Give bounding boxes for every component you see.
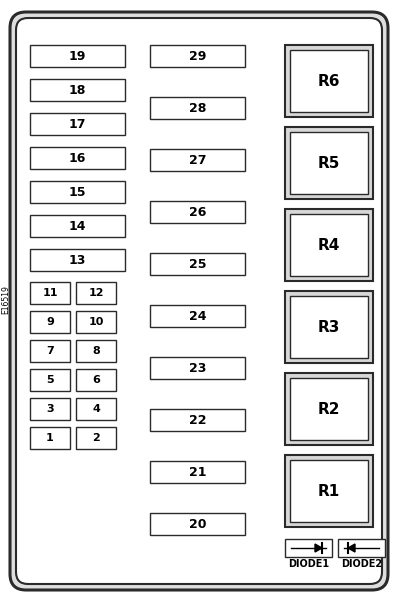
Text: 5: 5 xyxy=(46,375,54,385)
Text: 2: 2 xyxy=(92,433,100,443)
Text: 25: 25 xyxy=(189,257,206,271)
Text: R2: R2 xyxy=(318,401,340,416)
Text: DIODE2: DIODE2 xyxy=(341,559,382,569)
Bar xyxy=(30,340,70,362)
Bar xyxy=(30,398,70,420)
Text: 8: 8 xyxy=(92,346,100,356)
Text: 24: 24 xyxy=(189,310,206,323)
Bar xyxy=(285,209,373,281)
Text: R4: R4 xyxy=(318,238,340,253)
Text: 1: 1 xyxy=(46,433,54,443)
Text: DIODE1: DIODE1 xyxy=(288,559,329,569)
Bar xyxy=(76,340,116,362)
Text: 4: 4 xyxy=(92,404,100,414)
Bar xyxy=(76,427,116,449)
Text: 18: 18 xyxy=(69,83,86,97)
Bar xyxy=(150,149,245,171)
Polygon shape xyxy=(315,544,322,552)
Text: 15: 15 xyxy=(69,185,86,199)
Text: 28: 28 xyxy=(189,101,206,115)
Text: E16519: E16519 xyxy=(2,286,10,314)
Bar xyxy=(290,460,368,522)
Text: R5: R5 xyxy=(318,155,340,170)
Text: 14: 14 xyxy=(69,220,86,232)
Bar xyxy=(290,378,368,440)
Text: 29: 29 xyxy=(189,49,206,62)
Text: 27: 27 xyxy=(189,154,206,166)
Bar xyxy=(290,132,368,194)
Bar xyxy=(285,45,373,117)
Bar xyxy=(76,398,116,420)
Text: R6: R6 xyxy=(318,73,340,88)
Text: 10: 10 xyxy=(88,317,104,327)
Bar xyxy=(285,455,373,527)
Bar xyxy=(150,45,245,67)
Text: 12: 12 xyxy=(88,288,104,298)
Bar xyxy=(30,45,125,67)
Polygon shape xyxy=(348,544,355,552)
Text: 21: 21 xyxy=(189,466,206,479)
Bar xyxy=(150,253,245,275)
Bar xyxy=(30,147,125,169)
Bar xyxy=(285,291,373,363)
Bar xyxy=(150,97,245,119)
Bar xyxy=(30,79,125,101)
Bar xyxy=(30,249,125,271)
Text: 13: 13 xyxy=(69,253,86,266)
Text: 26: 26 xyxy=(189,205,206,218)
Text: 17: 17 xyxy=(69,118,86,130)
Text: 23: 23 xyxy=(189,361,206,374)
Bar xyxy=(150,357,245,379)
Bar xyxy=(150,201,245,223)
Bar xyxy=(285,127,373,199)
Text: 9: 9 xyxy=(46,317,54,327)
Text: 20: 20 xyxy=(189,517,206,530)
Text: 3: 3 xyxy=(46,404,54,414)
Bar xyxy=(290,214,368,276)
Bar xyxy=(76,282,116,304)
Text: R3: R3 xyxy=(318,319,340,335)
Bar xyxy=(285,539,332,557)
Bar xyxy=(338,539,385,557)
Bar xyxy=(290,50,368,112)
Bar xyxy=(30,113,125,135)
Bar xyxy=(30,311,70,333)
FancyBboxPatch shape xyxy=(16,18,382,584)
Text: 6: 6 xyxy=(92,375,100,385)
Bar xyxy=(290,296,368,358)
Bar xyxy=(30,282,70,304)
Bar xyxy=(30,181,125,203)
Text: 16: 16 xyxy=(69,151,86,164)
Bar xyxy=(76,369,116,391)
Bar xyxy=(285,373,373,445)
Bar xyxy=(30,215,125,237)
Bar xyxy=(30,427,70,449)
Bar xyxy=(30,369,70,391)
Text: 7: 7 xyxy=(46,346,54,356)
Bar xyxy=(76,311,116,333)
FancyBboxPatch shape xyxy=(10,12,388,590)
Text: 22: 22 xyxy=(189,413,206,427)
Text: 11: 11 xyxy=(42,288,58,298)
Bar xyxy=(150,305,245,327)
Bar xyxy=(150,461,245,483)
Bar xyxy=(150,513,245,535)
Text: R1: R1 xyxy=(318,484,340,499)
Bar xyxy=(150,409,245,431)
Text: 19: 19 xyxy=(69,49,86,62)
